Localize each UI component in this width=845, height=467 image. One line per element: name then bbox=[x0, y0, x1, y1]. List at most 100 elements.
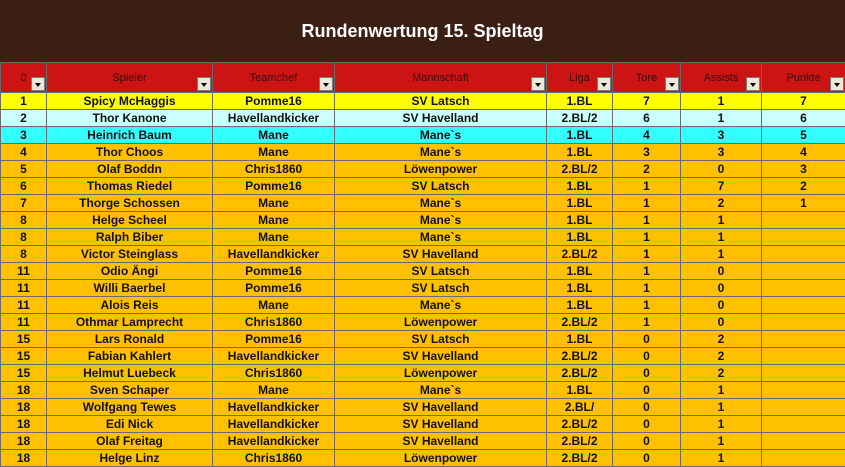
cell-points[interactable] bbox=[762, 433, 845, 450]
cell-league[interactable]: 2.BL/2 bbox=[547, 246, 613, 263]
cell-points[interactable]: 7 bbox=[762, 93, 845, 110]
cell-teamchef[interactable]: Mane bbox=[213, 195, 335, 212]
filter-dropdown-icon[interactable] bbox=[597, 77, 611, 91]
cell-team[interactable]: SV Latsch bbox=[335, 280, 547, 297]
cell-team[interactable]: Mane`s bbox=[335, 382, 547, 399]
cell-team[interactable]: Löwenpower bbox=[335, 365, 547, 382]
cell-player[interactable]: Alois Reis bbox=[47, 297, 213, 314]
cell-player[interactable]: Othmar Lamprecht bbox=[47, 314, 213, 331]
cell-team[interactable]: Löwenpower bbox=[335, 314, 547, 331]
cell-team[interactable]: SV Havelland bbox=[335, 348, 547, 365]
cell-teamchef[interactable]: Havellandkicker bbox=[213, 416, 335, 433]
cell-league[interactable]: 1.BL bbox=[547, 263, 613, 280]
filter-dropdown-icon[interactable] bbox=[319, 77, 333, 91]
cell-assists[interactable]: 1 bbox=[681, 110, 762, 127]
cell-player[interactable]: Spicy McHaggis bbox=[47, 93, 213, 110]
cell-assists[interactable]: 3 bbox=[681, 144, 762, 161]
filter-dropdown-icon[interactable] bbox=[31, 77, 45, 91]
cell-assists[interactable]: 1 bbox=[681, 212, 762, 229]
cell-assists[interactable]: 7 bbox=[681, 178, 762, 195]
cell-league[interactable]: 2.BL/2 bbox=[547, 365, 613, 382]
cell-rank[interactable]: 8 bbox=[1, 229, 47, 246]
cell-team[interactable]: SV Havelland bbox=[335, 246, 547, 263]
cell-teamchef[interactable]: Chris1860 bbox=[213, 450, 335, 467]
cell-points[interactable] bbox=[762, 246, 845, 263]
cell-league[interactable]: 1.BL bbox=[547, 195, 613, 212]
cell-player[interactable]: Wolfgang Tewes bbox=[47, 399, 213, 416]
cell-points[interactable] bbox=[762, 450, 845, 467]
cell-teamchef[interactable]: Havellandkicker bbox=[213, 110, 335, 127]
cell-rank[interactable]: 11 bbox=[1, 297, 47, 314]
cell-team[interactable]: Löwenpower bbox=[335, 161, 547, 178]
cell-goals[interactable]: 0 bbox=[613, 331, 681, 348]
cell-assists[interactable]: 1 bbox=[681, 93, 762, 110]
cell-team[interactable]: SV Latsch bbox=[335, 178, 547, 195]
cell-rank[interactable]: 1 bbox=[1, 93, 47, 110]
cell-assists[interactable]: 2 bbox=[681, 365, 762, 382]
cell-teamchef[interactable]: Mane bbox=[213, 212, 335, 229]
cell-league[interactable]: 1.BL bbox=[547, 144, 613, 161]
cell-league[interactable]: 1.BL bbox=[547, 127, 613, 144]
cell-league[interactable]: 2.BL/2 bbox=[547, 110, 613, 127]
cell-team[interactable]: Löwenpower bbox=[335, 450, 547, 467]
cell-points[interactable]: 1 bbox=[762, 195, 845, 212]
cell-teamchef[interactable]: Havellandkicker bbox=[213, 246, 335, 263]
cell-league[interactable]: 1.BL bbox=[547, 93, 613, 110]
cell-rank[interactable]: 11 bbox=[1, 314, 47, 331]
cell-points[interactable] bbox=[762, 331, 845, 348]
cell-assists[interactable]: 1 bbox=[681, 450, 762, 467]
cell-teamchef[interactable]: Pomme16 bbox=[213, 93, 335, 110]
cell-player[interactable]: Thor Kanone bbox=[47, 110, 213, 127]
cell-league[interactable]: 1.BL bbox=[547, 212, 613, 229]
cell-player[interactable]: Willi Baerbel bbox=[47, 280, 213, 297]
cell-goals[interactable]: 3 bbox=[613, 144, 681, 161]
cell-league[interactable]: 2.BL/ bbox=[547, 399, 613, 416]
cell-player[interactable]: Heinrich Baum bbox=[47, 127, 213, 144]
cell-goals[interactable]: 1 bbox=[613, 195, 681, 212]
cell-points[interactable] bbox=[762, 297, 845, 314]
filter-dropdown-icon[interactable] bbox=[665, 77, 679, 91]
cell-rank[interactable]: 11 bbox=[1, 263, 47, 280]
cell-teamchef[interactable]: Havellandkicker bbox=[213, 348, 335, 365]
cell-goals[interactable]: 1 bbox=[613, 297, 681, 314]
cell-points[interactable]: 6 bbox=[762, 110, 845, 127]
cell-team[interactable]: Mane`s bbox=[335, 127, 547, 144]
cell-rank[interactable]: 18 bbox=[1, 450, 47, 467]
cell-rank[interactable]: 8 bbox=[1, 246, 47, 263]
cell-player[interactable]: Olaf Boddn bbox=[47, 161, 213, 178]
cell-team[interactable]: SV Latsch bbox=[335, 263, 547, 280]
cell-rank[interactable]: 15 bbox=[1, 348, 47, 365]
cell-assists[interactable]: 0 bbox=[681, 314, 762, 331]
cell-rank[interactable]: 7 bbox=[1, 195, 47, 212]
cell-player[interactable]: Thorge Schossen bbox=[47, 195, 213, 212]
cell-team[interactable]: Mane`s bbox=[335, 195, 547, 212]
cell-assists[interactable]: 0 bbox=[681, 297, 762, 314]
cell-assists[interactable]: 0 bbox=[681, 263, 762, 280]
cell-teamchef[interactable]: Chris1860 bbox=[213, 314, 335, 331]
cell-points[interactable] bbox=[762, 416, 845, 433]
cell-player[interactable]: Odio Ängi bbox=[47, 263, 213, 280]
cell-goals[interactable]: 0 bbox=[613, 433, 681, 450]
cell-player[interactable]: Edi Nick bbox=[47, 416, 213, 433]
cell-rank[interactable]: 5 bbox=[1, 161, 47, 178]
cell-player[interactable]: Lars Ronald bbox=[47, 331, 213, 348]
filter-dropdown-icon[interactable] bbox=[746, 77, 760, 91]
cell-points[interactable] bbox=[762, 348, 845, 365]
cell-points[interactable] bbox=[762, 229, 845, 246]
cell-team[interactable]: Mane`s bbox=[335, 212, 547, 229]
cell-player[interactable]: Thor Choos bbox=[47, 144, 213, 161]
cell-league[interactable]: 2.BL/2 bbox=[547, 450, 613, 467]
filter-dropdown-icon[interactable] bbox=[197, 77, 211, 91]
cell-teamchef[interactable]: Chris1860 bbox=[213, 161, 335, 178]
cell-league[interactable]: 1.BL bbox=[547, 178, 613, 195]
cell-teamchef[interactable]: Mane bbox=[213, 229, 335, 246]
cell-points[interactable] bbox=[762, 399, 845, 416]
cell-player[interactable]: Ralph Biber bbox=[47, 229, 213, 246]
cell-assists[interactable]: 2 bbox=[681, 195, 762, 212]
cell-player[interactable]: Olaf Freitag bbox=[47, 433, 213, 450]
cell-teamchef[interactable]: Pomme16 bbox=[213, 280, 335, 297]
cell-rank[interactable]: 6 bbox=[1, 178, 47, 195]
cell-points[interactable] bbox=[762, 365, 845, 382]
filter-dropdown-icon[interactable] bbox=[830, 77, 844, 91]
cell-teamchef[interactable]: Havellandkicker bbox=[213, 399, 335, 416]
